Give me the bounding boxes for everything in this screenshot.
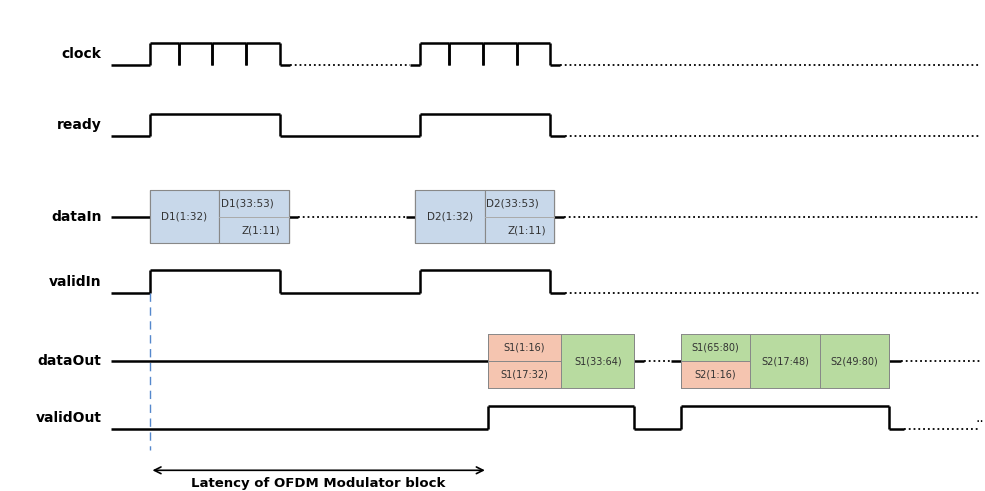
Text: S2(1:16): S2(1:16) [694, 370, 737, 380]
Text: S1(17:32): S1(17:32) [500, 370, 549, 380]
Text: validOut: validOut [35, 410, 101, 425]
Text: D1(1:32): D1(1:32) [162, 212, 208, 221]
Text: S1(33:64): S1(33:64) [574, 356, 622, 366]
Text: ...: ... [975, 410, 985, 425]
Text: validIn: validIn [49, 274, 101, 289]
Text: Z(1:11): Z(1:11) [507, 225, 546, 235]
Text: S2(17:48): S2(17:48) [761, 356, 809, 366]
Text: dataOut: dataOut [37, 355, 101, 368]
Bar [485, 190, 555, 244]
Text: D2(1:32): D2(1:32) [427, 212, 473, 221]
Bar [416, 190, 485, 244]
Text: Latency of OFDM Modulator block: Latency of OFDM Modulator block [191, 477, 446, 491]
Text: ready: ready [57, 118, 101, 132]
Text: S1(1:16): S1(1:16) [503, 343, 545, 353]
Bar [751, 334, 820, 388]
Text: Z(1:11): Z(1:11) [241, 225, 281, 235]
Bar [561, 334, 634, 388]
Bar [488, 334, 561, 361]
Bar [488, 361, 561, 388]
Text: clock: clock [61, 47, 101, 61]
Bar [681, 361, 751, 388]
Bar [150, 190, 220, 244]
Text: D1(33:53): D1(33:53) [221, 198, 274, 208]
Text: dataIn: dataIn [51, 210, 101, 223]
Bar [681, 334, 751, 361]
Text: S1(65:80): S1(65:80) [691, 343, 740, 353]
Bar [820, 334, 889, 388]
Text: S2(49:80): S2(49:80) [830, 356, 879, 366]
Text: D2(33:53): D2(33:53) [487, 198, 539, 208]
Bar [220, 190, 289, 244]
